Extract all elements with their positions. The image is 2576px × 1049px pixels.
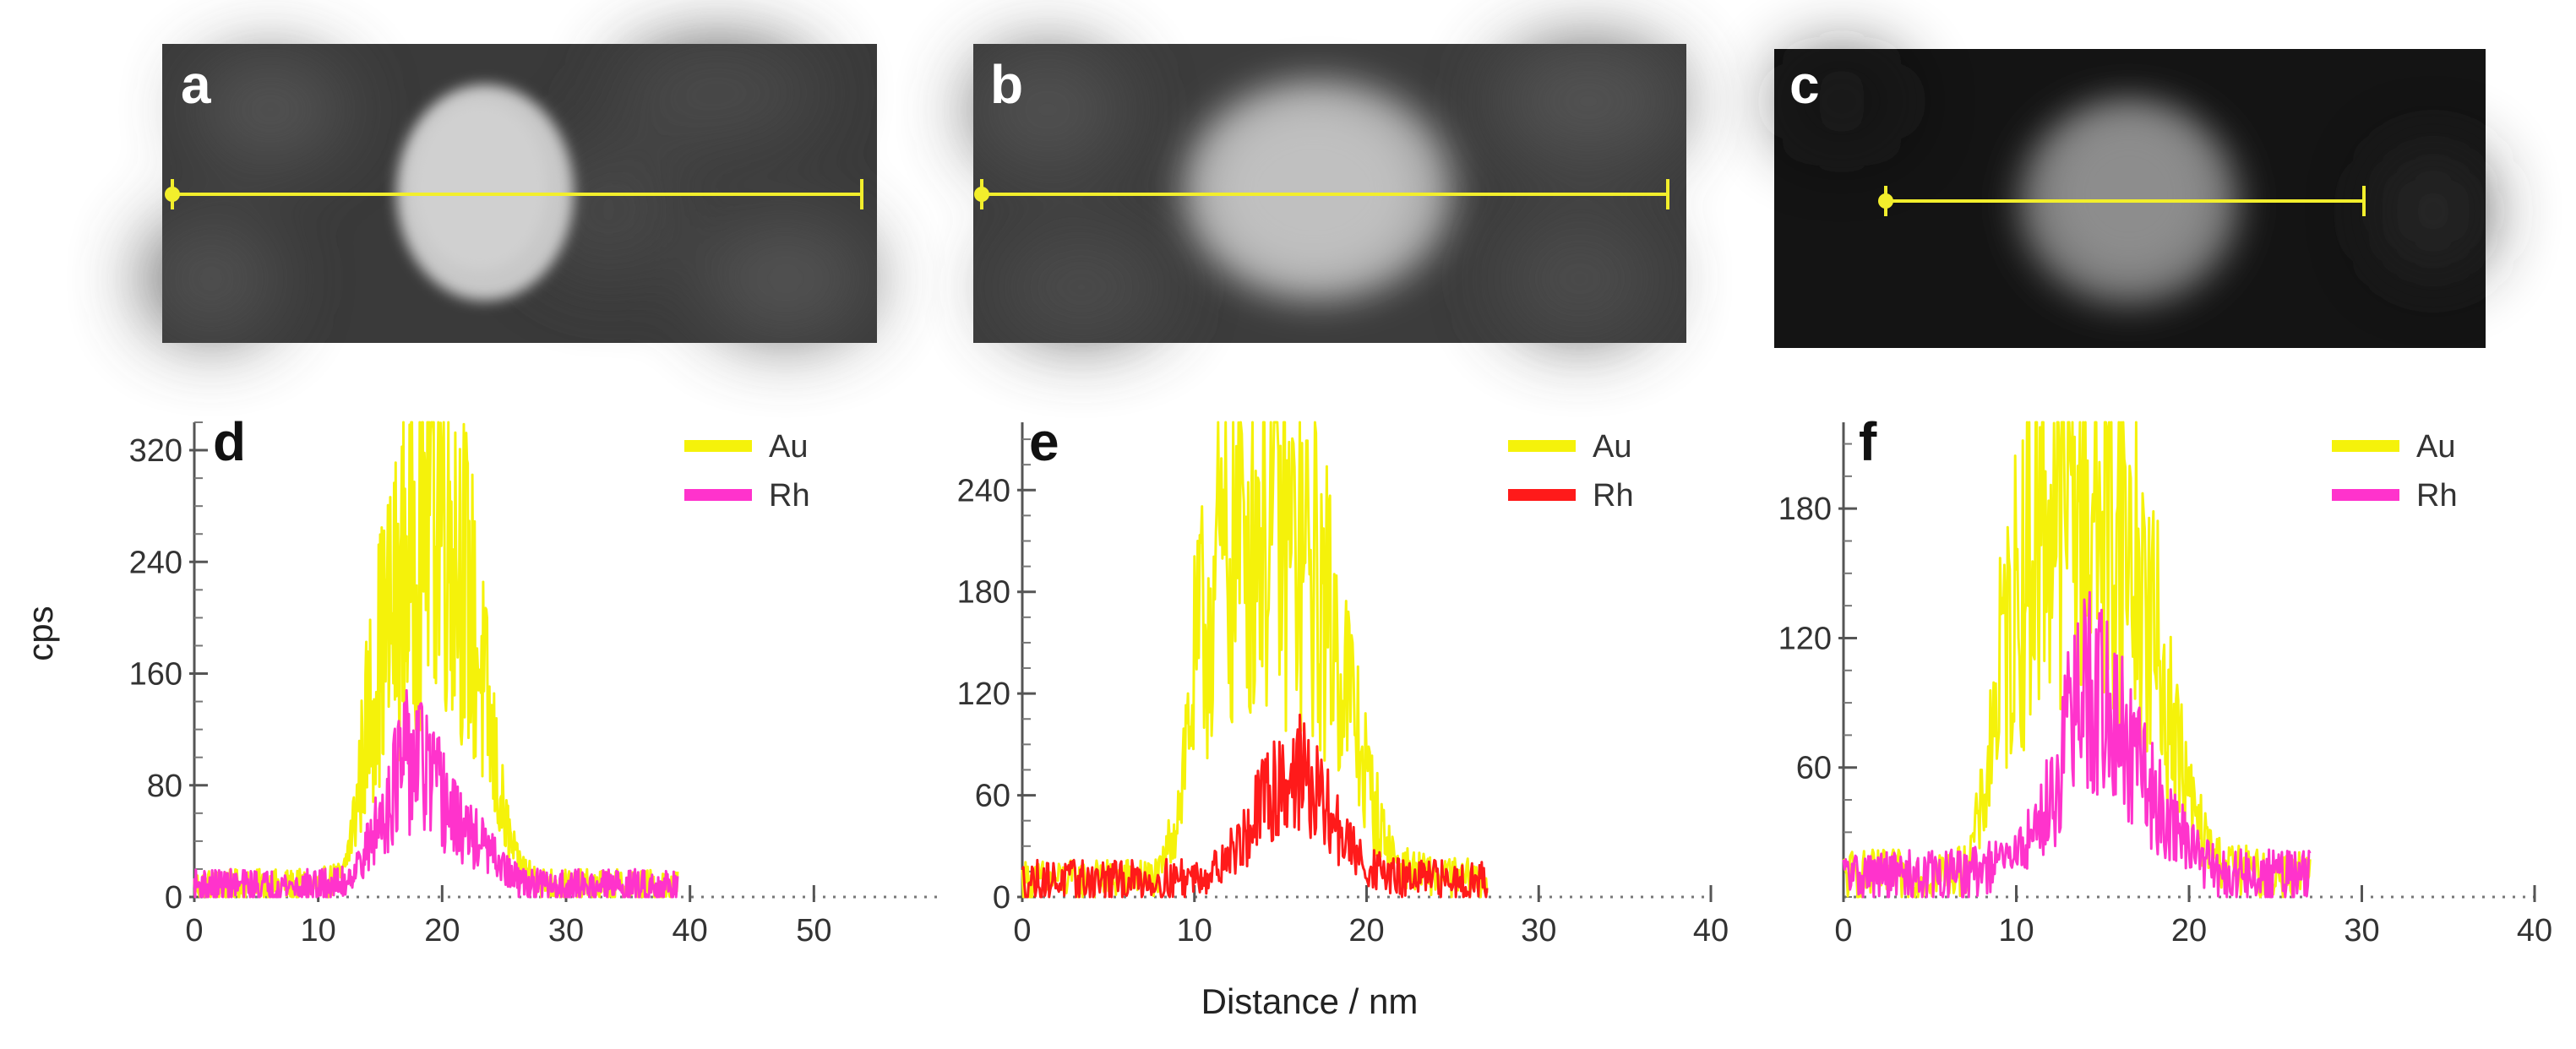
y-tick-label: 180 xyxy=(957,575,1010,611)
x-tick-label: 30 xyxy=(2344,913,2379,948)
micrograph-b: b xyxy=(972,42,1686,343)
x-tick-label: 0 xyxy=(1013,913,1031,948)
y-axis-title: cps xyxy=(20,606,60,660)
panel-letter-c: c xyxy=(1789,54,1820,115)
linescan-line-b xyxy=(974,179,1669,209)
y-tick-label: 60 xyxy=(975,779,1010,814)
linescan-chart-f: 60 120 180 0 10 20 30 40 Au Rh f xyxy=(1778,411,2553,948)
x-tick-label: 40 xyxy=(2517,913,2552,948)
y-tick-label: 240 xyxy=(957,473,1010,508)
linescan-line-a xyxy=(165,179,863,209)
micrograph-a: a xyxy=(144,42,877,343)
legend-label-au: Au xyxy=(2416,429,2455,465)
legend-label-au: Au xyxy=(1593,429,1631,465)
panel-letter-f: f xyxy=(1859,411,1877,472)
y-tick-label: 120 xyxy=(957,677,1010,712)
y-tick-label: 80 xyxy=(147,769,182,804)
y-tick-label: 240 xyxy=(129,545,182,580)
x-tick-label: 20 xyxy=(2171,913,2207,948)
x-tick-label: 30 xyxy=(1521,913,1556,948)
x-tick-label: 10 xyxy=(301,913,336,948)
panel-letter-b: b xyxy=(990,54,1023,115)
legend-label-rh: Rh xyxy=(1593,478,1634,514)
x-tick-label: 50 xyxy=(796,913,831,948)
x-axis-title: Distance / nm xyxy=(1201,981,1419,1021)
series-rh-line xyxy=(1021,713,1489,899)
y-tick-label: 180 xyxy=(1778,492,1832,527)
y-tick-label: 0 xyxy=(993,880,1010,916)
x-tick-label: 40 xyxy=(1693,913,1729,948)
y-tick-label: 60 xyxy=(1796,751,1832,786)
linescan-chart-e: 0 60 120 180 240 0 10 20 30 40 Au Rh e xyxy=(957,411,1729,948)
y-tick-label: 320 xyxy=(129,433,182,469)
legend-label-rh: Rh xyxy=(2416,478,2458,514)
x-tick-label: 30 xyxy=(548,913,584,948)
series-au-line xyxy=(193,421,679,899)
y-tick-label: 0 xyxy=(165,880,182,916)
series-rh-line xyxy=(193,688,679,899)
linescan-line-c xyxy=(1878,186,2366,216)
x-tick-label: 0 xyxy=(185,913,203,948)
panel-letter-d: d xyxy=(213,411,246,472)
y-tick-label: 120 xyxy=(1778,621,1832,656)
legend-label-au: Au xyxy=(769,429,808,465)
x-tick-label: 40 xyxy=(673,913,708,948)
x-tick-label: 20 xyxy=(424,913,460,948)
x-tick-label: 10 xyxy=(1998,913,2034,948)
y-tick-label: 160 xyxy=(129,657,182,693)
x-tick-label: 0 xyxy=(1834,913,1852,948)
series-au-line xyxy=(1843,421,2312,899)
series-rh-line xyxy=(1842,590,2312,899)
panel-letter-a: a xyxy=(181,54,211,115)
x-tick-label: 10 xyxy=(1177,913,1212,948)
x-tick-label: 20 xyxy=(1348,913,1384,948)
legend-label-rh: Rh xyxy=(769,478,810,514)
panel-letter-e: e xyxy=(1029,411,1059,472)
micrograph-c: c xyxy=(1774,49,2486,348)
linescan-chart-d: 0 80 160 240 320 0 10 20 30 40 50 Au Rh d xyxy=(129,411,938,948)
